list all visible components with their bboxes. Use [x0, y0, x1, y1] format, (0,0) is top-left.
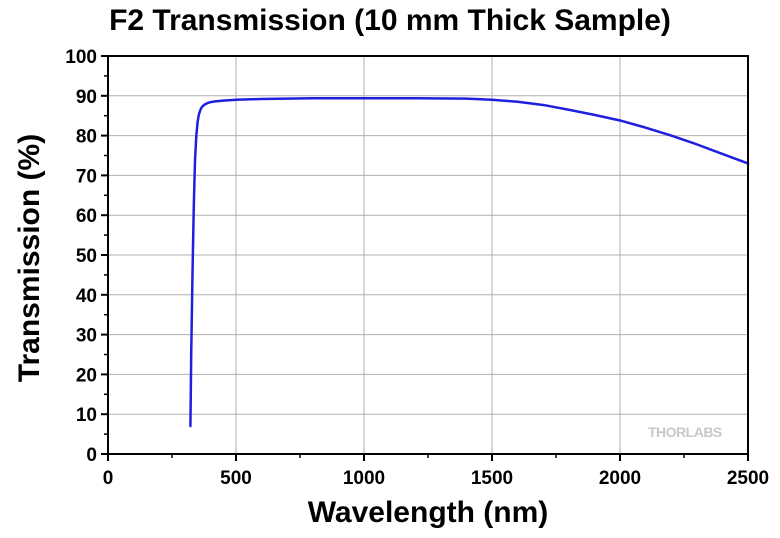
x-tick-label: 1000	[343, 468, 385, 489]
y-tick-label: 100	[65, 47, 97, 68]
plot-frame	[107, 55, 749, 455]
x-tick-label: 500	[220, 468, 252, 489]
x-tick-label: 2500	[727, 468, 769, 489]
y-tick-label: 90	[76, 87, 97, 108]
y-tick-label: 30	[76, 326, 97, 347]
y-tick-label: 80	[76, 127, 97, 148]
chart-title: F2 Transmission (10 mm Thick Sample)	[109, 4, 671, 37]
y-tick-label: 70	[76, 166, 97, 187]
x-axis-label: Wavelength (nm)	[307, 496, 549, 529]
x-tick-label: 0	[103, 468, 114, 489]
thorlabs-logo: THORLABS	[648, 424, 722, 440]
y-tick-label: 40	[76, 286, 97, 307]
major-ticks	[101, 55, 749, 461]
series-layer	[189, 96, 750, 428]
y-tick-label: 0	[86, 445, 97, 466]
x-tick-label: 1500	[471, 468, 513, 489]
y-tick-label: 20	[76, 365, 97, 386]
y-tick-label: 50	[76, 246, 97, 267]
y-tick-label: 10	[76, 405, 97, 426]
transmission-line	[189, 96, 750, 428]
y-tick-label: 60	[76, 206, 97, 227]
tick-labels: 0 500 1000 1500 2000 2500 0 10 20 30 40 50 60 70 80 90 1…	[65, 47, 769, 489]
gridlines	[108, 56, 748, 454]
x-tick-label: 2000	[599, 468, 641, 489]
